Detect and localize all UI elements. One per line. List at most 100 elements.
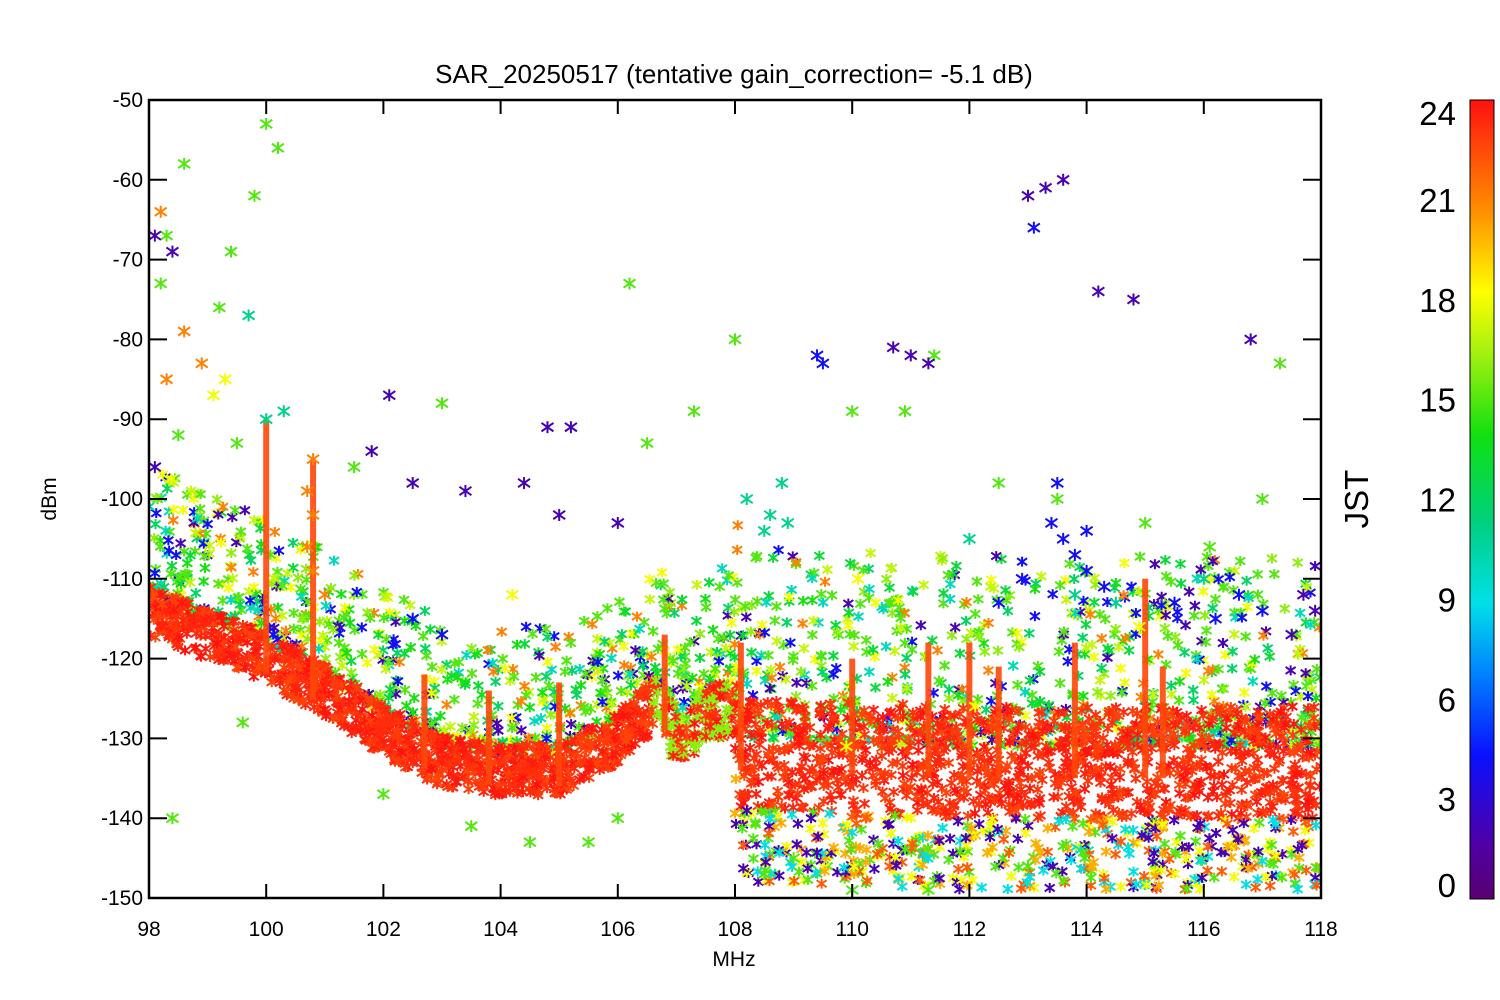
noise-point [676, 594, 688, 605]
noise-point [842, 598, 854, 609]
noise-point [863, 584, 875, 595]
noise-point [731, 544, 743, 555]
noise-point [943, 693, 955, 704]
noise-point [1175, 578, 1187, 589]
noise-point [684, 637, 696, 648]
noise-point [1110, 577, 1122, 588]
noise-point [1119, 677, 1131, 688]
noise-point [601, 603, 614, 614]
noise-point [288, 608, 300, 619]
noise-point [535, 713, 547, 724]
noise-point [519, 638, 531, 649]
noise-point [1264, 651, 1276, 662]
noise-point [886, 672, 898, 683]
noise-point [616, 629, 628, 640]
noise-point [1234, 556, 1246, 567]
noise-point [656, 567, 668, 578]
noise-point [377, 645, 389, 656]
noise-point [419, 605, 431, 616]
noise-point [668, 608, 680, 619]
noise-point [419, 643, 431, 654]
noise-point [1165, 680, 1177, 691]
noise-point [937, 598, 950, 609]
noise-point [1207, 603, 1219, 614]
noise-point [918, 579, 930, 590]
noise-point [160, 525, 172, 536]
noise-point [729, 594, 741, 605]
noise-point [1260, 681, 1272, 692]
noise-point [550, 641, 562, 652]
noise-point [247, 566, 259, 577]
noise-point [946, 630, 958, 641]
noise-point [1056, 635, 1068, 646]
noise-point [559, 666, 571, 677]
noise-point [407, 707, 419, 718]
noise-point [295, 630, 308, 641]
noise-point [334, 652, 346, 663]
noise-point [466, 668, 478, 679]
noise-point [842, 620, 854, 631]
noise-point [241, 543, 253, 554]
noise-point [1096, 662, 1108, 673]
noise-point [1060, 594, 1072, 605]
noise-point [361, 657, 373, 668]
noise-point [813, 550, 825, 561]
noise-point [400, 700, 413, 711]
noise-point [960, 615, 972, 626]
noise-point [786, 584, 798, 595]
noise-point [770, 601, 783, 612]
noise-point [1171, 606, 1184, 617]
noise-point [982, 665, 994, 676]
noise-point [591, 611, 603, 622]
noise-point [1059, 575, 1072, 586]
noise-point [703, 577, 715, 588]
noise-point [571, 689, 583, 700]
noise-point [541, 632, 554, 643]
noise-point [244, 595, 256, 606]
noise-point [772, 545, 785, 556]
noise-point [1152, 649, 1164, 660]
noise-point [489, 676, 502, 687]
noise-point [1064, 558, 1076, 569]
noise-point [1002, 605, 1014, 616]
noise-point [345, 667, 357, 678]
noise-point [1228, 629, 1240, 640]
noise-point [1094, 609, 1106, 620]
noise-point [1217, 638, 1229, 649]
noise-point [546, 664, 558, 675]
noise-point [472, 698, 484, 709]
noise-point [199, 562, 211, 573]
noise-point [162, 535, 174, 546]
noise-point [200, 528, 212, 539]
noise-point [821, 564, 833, 575]
noise-point [211, 494, 223, 505]
noise-point [405, 642, 417, 653]
noise-point [561, 655, 573, 666]
noise-point [198, 576, 210, 587]
noise-point [767, 732, 779, 743]
noise-point [954, 648, 966, 659]
noise-point [869, 651, 881, 662]
noise-point [1178, 647, 1191, 658]
noise-point [644, 594, 656, 605]
noise-point [1262, 643, 1274, 654]
noise-point [1125, 581, 1138, 592]
noise-point [1240, 631, 1252, 642]
noise-point [1080, 619, 1092, 630]
noise-point [491, 718, 503, 729]
noise-point [961, 634, 973, 645]
noise-point [1247, 676, 1259, 687]
noise-point [886, 692, 898, 703]
noise-point [699, 593, 711, 604]
noise-point [1016, 556, 1028, 567]
noise-point [1023, 628, 1035, 639]
noise-point [1209, 594, 1222, 605]
noise-point [750, 665, 763, 676]
noise-point [771, 636, 783, 647]
noise-point [649, 662, 661, 673]
noise-point [1149, 559, 1161, 570]
noise-point [1226, 663, 1238, 674]
noise-point [1173, 695, 1185, 706]
noise-point [1288, 679, 1300, 690]
noise-point [1200, 625, 1213, 636]
